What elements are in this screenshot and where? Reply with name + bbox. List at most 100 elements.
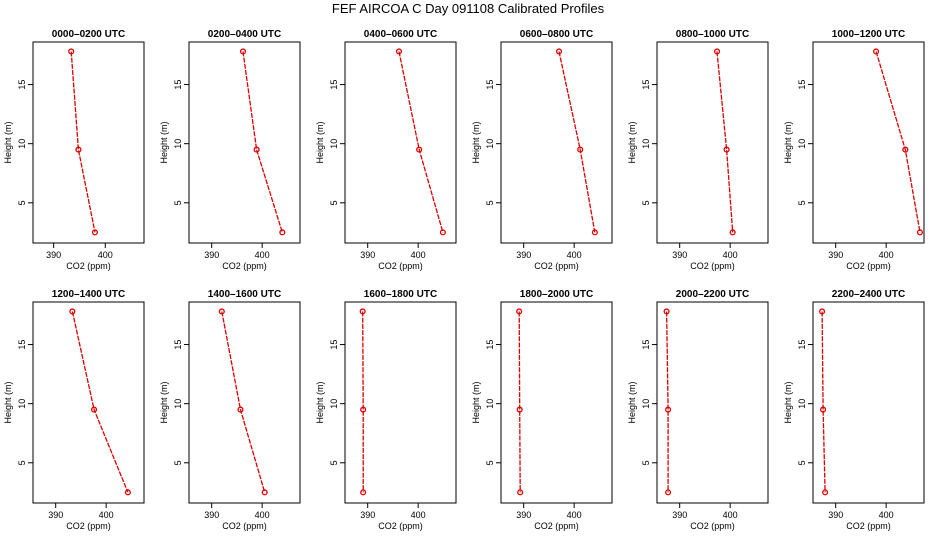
data-point — [663, 308, 670, 315]
x-axis-label: CO2 (ppm) — [378, 521, 423, 531]
panel: 0200–0400 UTC 390 400 5 10 15 CO2 (ppm) Height … — [159, 29, 301, 271]
y-axis-label: Height (m) — [627, 381, 637, 423]
panel: 1200–1400 UTC 390 400 5 10 15 CO2 (ppm) Height … — [3, 289, 145, 531]
y-tick-label: 5 — [641, 460, 651, 465]
y-tick-label: 5 — [485, 460, 495, 465]
data-point — [416, 146, 423, 153]
data-point — [237, 406, 244, 413]
panel: 1600–1800 UTC 390 400 5 10 15 CO2 (ppm) Height … — [315, 289, 457, 531]
y-tick-label: 10 — [797, 399, 807, 409]
y-axis-label: Height (m) — [3, 121, 13, 163]
y-axis-label: Height (m) — [315, 121, 325, 163]
plot-frame — [188, 301, 301, 504]
y-tick-label: 10 — [17, 399, 27, 409]
x-tick-label: 400 — [723, 510, 738, 520]
x-axis-label: CO2 (ppm) — [378, 261, 423, 271]
plot-frame — [656, 41, 769, 244]
x-tick-label: 400 — [567, 510, 582, 520]
x-tick-label: 390 — [516, 510, 531, 520]
x-tick-label: 400 — [879, 510, 894, 520]
data-point — [516, 406, 523, 413]
plot-frame — [500, 41, 613, 244]
data-point — [91, 229, 99, 236]
data-point — [822, 489, 829, 496]
data-point — [218, 308, 225, 315]
x-tick-label: 400 — [411, 510, 426, 520]
panel-title: 1400–1600 UTC — [208, 289, 281, 300]
x-axis-label: CO2 (ppm) — [846, 521, 891, 531]
x-tick-label: 390 — [48, 510, 63, 520]
y-tick-label: 15 — [797, 340, 807, 350]
panel-title: 1800–2000 UTC — [520, 289, 593, 300]
panel: 1800–2000 UTC 390 400 5 10 15 CO2 (ppm) Height … — [471, 289, 613, 531]
plot-frame — [812, 301, 925, 504]
panel: 0400–0600 UTC 390 400 5 10 15 CO2 (ppm) Height … — [315, 29, 457, 271]
data-point — [439, 229, 446, 236]
y-tick-label: 10 — [17, 139, 27, 149]
panel-title: 2000–2200 UTC — [676, 289, 749, 300]
data-point — [261, 489, 268, 496]
y-tick-label: 15 — [173, 80, 183, 90]
y-tick-label: 10 — [329, 139, 339, 149]
x-axis-label: CO2 (ppm) — [66, 261, 111, 271]
x-tick-label: 400 — [879, 250, 894, 260]
data-point — [713, 48, 721, 55]
y-axis-label: Height (m) — [159, 121, 169, 163]
y-tick-label: 15 — [641, 340, 651, 350]
plot-frame — [344, 301, 457, 504]
data-point — [239, 48, 247, 55]
x-axis-label: CO2 (ppm) — [846, 261, 891, 271]
data-point — [516, 308, 523, 315]
plot-frame — [32, 41, 145, 244]
panel-title: 1600–1800 UTC — [364, 289, 437, 300]
y-tick-label: 15 — [173, 340, 183, 350]
y-tick-label: 15 — [485, 80, 495, 90]
y-tick-label: 10 — [797, 139, 807, 149]
profile-line — [221, 311, 266, 493]
panel: 0600–0800 UTC 390 400 5 10 15 CO2 (ppm) Height … — [471, 29, 613, 271]
y-tick-label: 15 — [17, 340, 27, 350]
y-tick-label: 5 — [17, 460, 27, 465]
y-tick-label: 15 — [485, 340, 495, 350]
x-tick-label: 400 — [567, 250, 582, 260]
data-point — [75, 146, 82, 153]
x-tick-label: 400 — [98, 250, 113, 260]
data-point — [91, 406, 98, 413]
data-point — [873, 48, 880, 55]
y-tick-label: 10 — [173, 139, 183, 149]
data-point — [360, 489, 367, 496]
data-point — [916, 229, 924, 236]
y-tick-label: 10 — [485, 139, 495, 149]
profile-line — [875, 51, 921, 233]
data-point — [665, 489, 672, 496]
panel: 0800–1000 UTC 390 400 5 10 15 CO2 (ppm) Height … — [627, 29, 769, 271]
profile-line — [518, 311, 521, 493]
y-tick-label: 10 — [485, 399, 495, 409]
data-point — [577, 146, 584, 153]
plot-frame — [812, 41, 925, 244]
y-axis-label: Height (m) — [471, 381, 481, 423]
x-tick-label: 390 — [828, 250, 843, 260]
profile-line — [665, 311, 669, 493]
x-tick-label: 390 — [672, 510, 687, 520]
plot-frame — [32, 301, 145, 504]
y-tick-label: 10 — [329, 399, 339, 409]
data-point — [819, 308, 826, 315]
profile-line — [362, 311, 364, 493]
profile-line — [71, 311, 129, 493]
x-tick-label: 390 — [828, 510, 843, 520]
y-tick-label: 5 — [641, 200, 651, 205]
data-point — [902, 146, 909, 153]
y-axis-label: Height (m) — [3, 381, 13, 423]
panel-title: 0400–0600 UTC — [364, 29, 437, 40]
data-point — [68, 48, 75, 55]
x-tick-label: 400 — [255, 250, 270, 260]
x-tick-label: 400 — [723, 250, 738, 260]
profile-line — [70, 51, 96, 233]
x-axis-label: CO2 (ppm) — [690, 521, 735, 531]
panel-title: 1200–1400 UTC — [52, 289, 125, 300]
plot-frame — [656, 301, 769, 504]
x-axis-label: CO2 (ppm) — [690, 261, 735, 271]
panel: 2000–2200 UTC 390 400 5 10 15 CO2 (ppm) Height … — [627, 289, 769, 531]
